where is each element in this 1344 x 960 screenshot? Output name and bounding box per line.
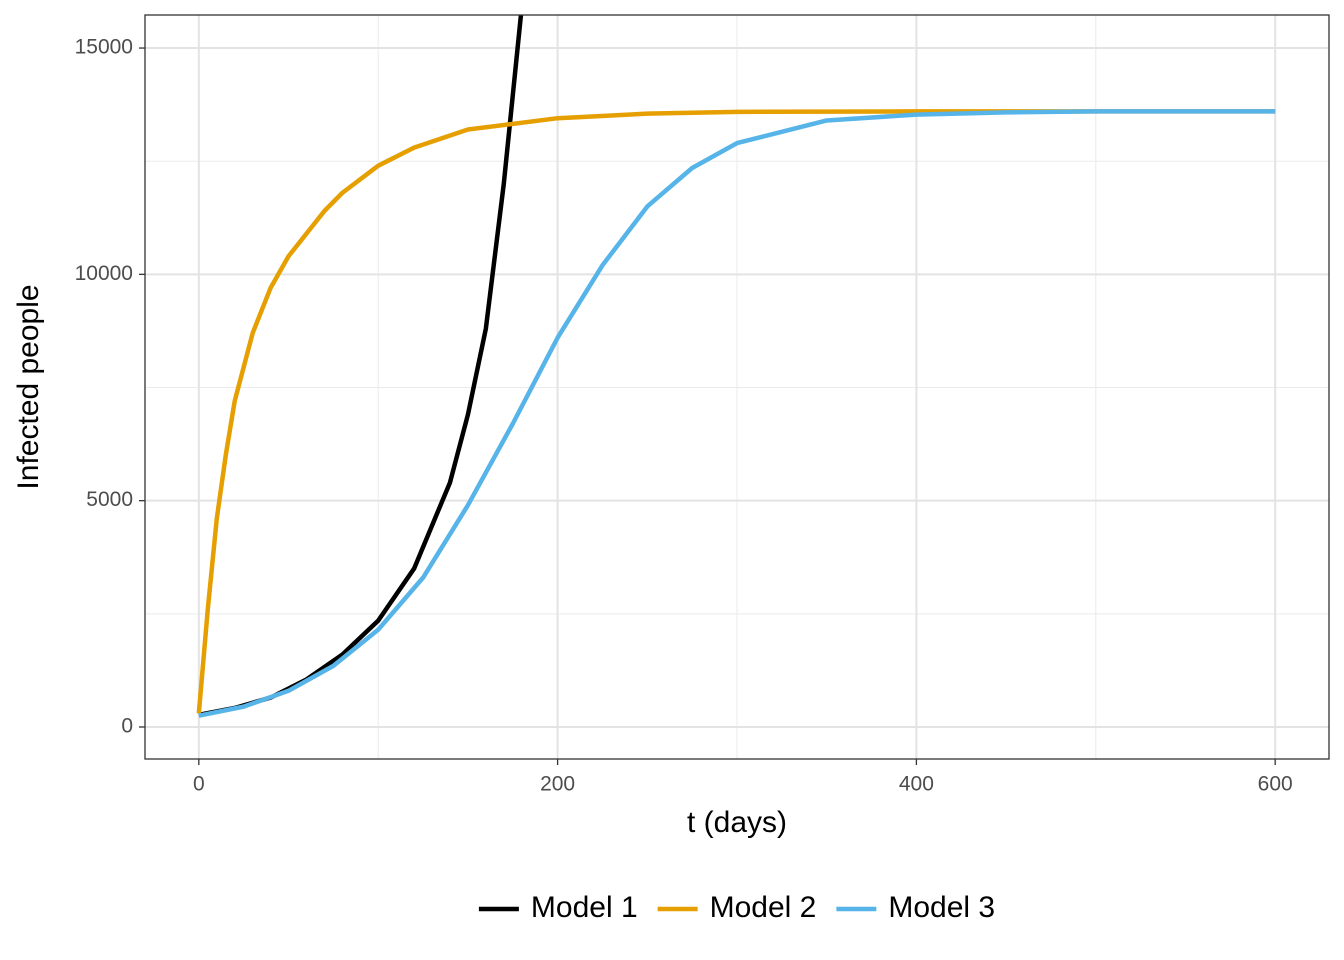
y-tick-label: 15000	[75, 36, 133, 59]
legend-item: Model 3	[836, 891, 995, 924]
legend-label: Model 2	[710, 891, 817, 924]
x-tick-label: 400	[899, 773, 934, 796]
y-tick-label: 10000	[75, 262, 133, 285]
y-axis-title: Infected people	[12, 284, 45, 489]
panel-border	[144, 14, 1330, 760]
x-tick-label: 600	[1258, 773, 1293, 796]
series-line	[198, 15, 524, 717]
plot-lines	[196, 15, 1276, 718]
series-line	[198, 109, 1276, 718]
x-tick-label: 0	[193, 773, 205, 796]
legend: Model 1 Model 2 Model 3	[478, 891, 995, 924]
grid	[145, 15, 1329, 759]
legend-label: Model 3	[888, 891, 995, 924]
x-tick-label: 200	[540, 773, 575, 796]
y-tick-label: 5000	[86, 488, 133, 511]
legend-item: Model 1	[478, 891, 638, 924]
series-line	[196, 109, 1276, 714]
y-tick-label: 0	[121, 715, 133, 738]
x-axis-title: t (days)	[687, 806, 787, 839]
legend-label: Model 1	[531, 891, 638, 924]
legend-item: Model 2	[657, 891, 817, 924]
